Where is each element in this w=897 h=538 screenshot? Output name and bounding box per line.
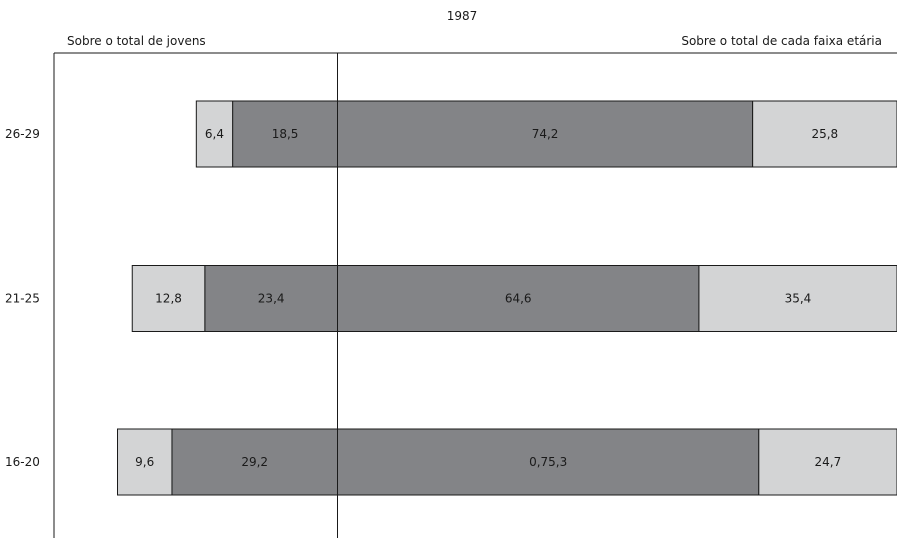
bar-right-1-16-20	[758, 428, 897, 496]
data-label-right-1-26-29: 25,8	[811, 127, 838, 141]
labels-group: 26-29 18,5 6,4 74,2 25,8 21-25 23,4 12,8 64,6 35,…	[5, 127, 841, 469]
bar-right-0-16-20	[337, 428, 760, 496]
data-label-right-0-26-29: 74,2	[532, 127, 559, 141]
left-section-label: Sobre o total de jovens	[67, 34, 206, 48]
data-label-right-0-16-20: 0,75,3	[529, 455, 567, 469]
bar-left-0-16-20	[117, 428, 173, 496]
category-label-21-25: 21-25	[5, 292, 40, 306]
chart-title: 1987	[447, 9, 478, 23]
bar-left-0-26-29	[195, 100, 234, 168]
data-label-left-0-26-29: 6,4	[205, 127, 224, 141]
data-label-left-1-26-29: 18,5	[272, 127, 299, 141]
data-label-left-0-16-20: 9,6	[135, 455, 154, 469]
data-label-left-1-16-20: 29,2	[241, 455, 268, 469]
data-label-right-1-21-25: 35,4	[785, 292, 812, 306]
data-label-left-0-21-25: 12,8	[155, 292, 182, 306]
bar-left-1-16-20	[171, 428, 338, 496]
bar-right-1-21-25	[698, 265, 897, 332]
bars-group	[117, 100, 897, 496]
category-label-16-20: 16-20	[5, 455, 40, 469]
data-label-left-1-21-25: 23,4	[258, 292, 285, 306]
data-label-right-0-21-25: 64,6	[505, 292, 532, 306]
bar-right-0-21-25	[337, 265, 700, 332]
bar-left-0-21-25	[131, 265, 206, 332]
category-label-26-29: 26-29	[5, 127, 40, 141]
right-section-label: Sobre o total de cada faixa etária	[681, 34, 882, 48]
bar-right-1-26-29	[752, 100, 897, 168]
data-label-right-1-16-20: 24,7	[815, 455, 842, 469]
